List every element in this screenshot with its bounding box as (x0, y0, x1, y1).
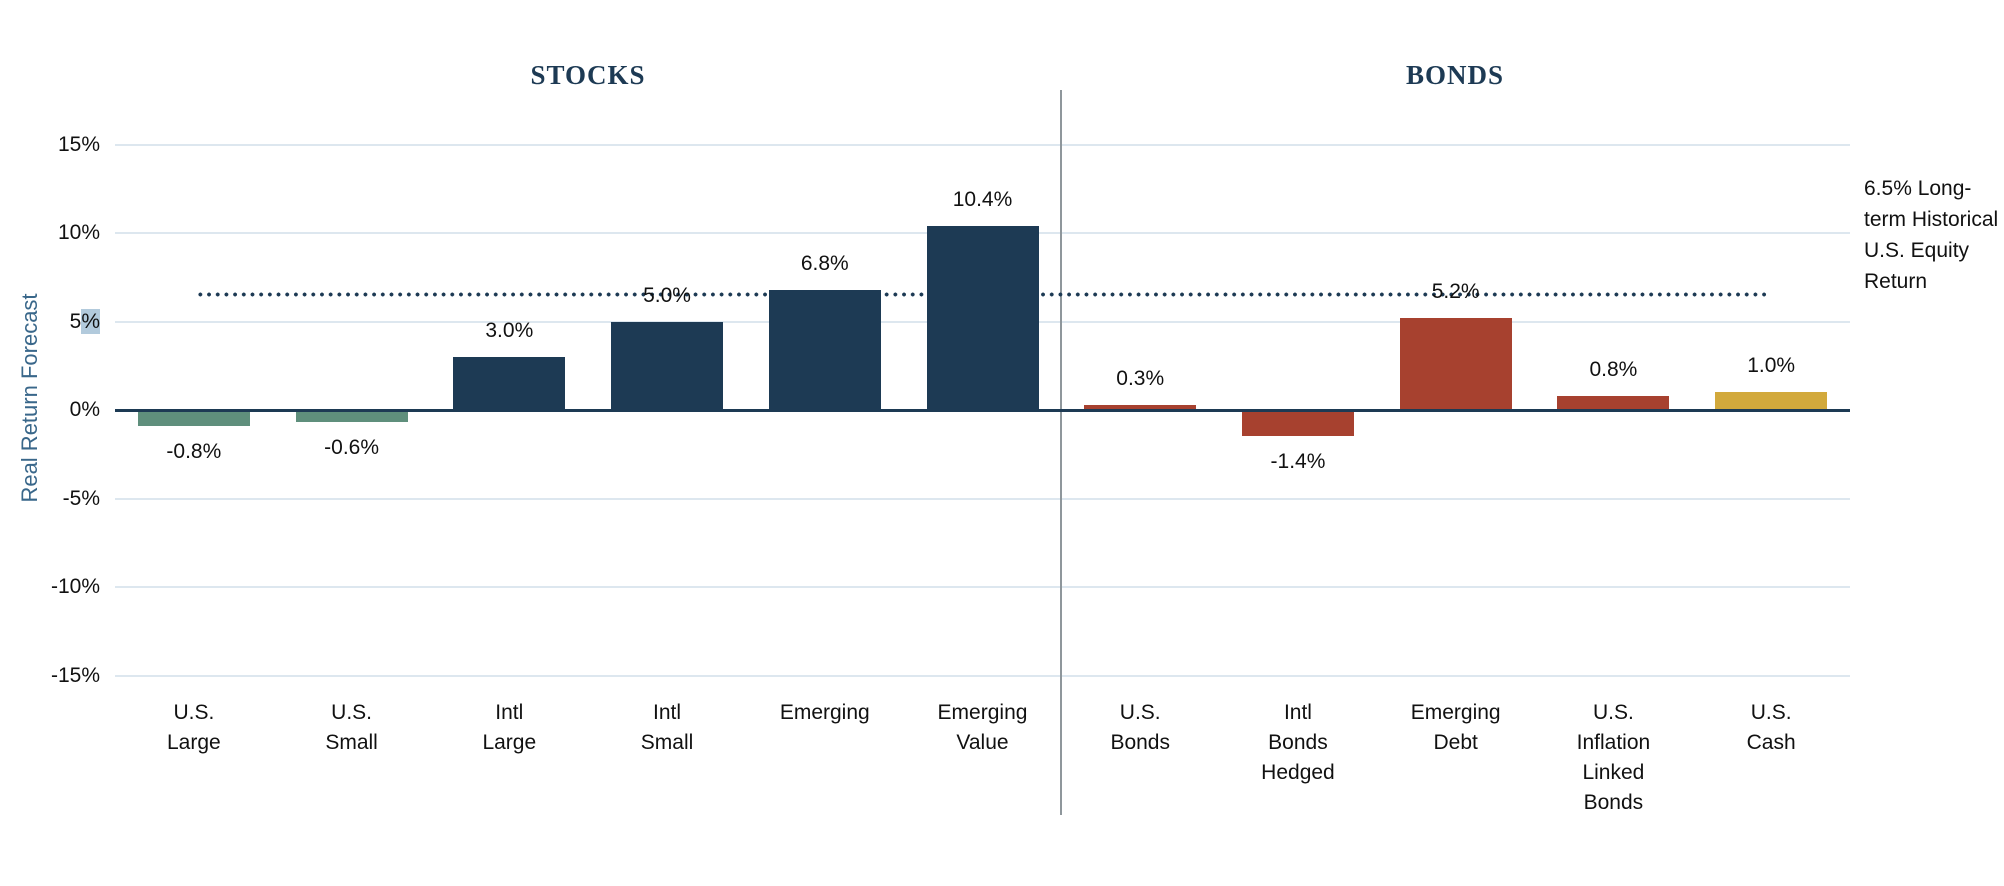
category-label: U.S. Small (325, 701, 378, 754)
reference-line-annotation: 6.5% Long-term Historical U.S. Equity Re… (1864, 177, 1999, 293)
bar (1399, 317, 1512, 410)
category-label: Emerging (779, 701, 870, 724)
bar-value-label: 0.3% (1116, 366, 1165, 390)
category-label: U.S. Cash (1746, 701, 1796, 754)
category-label: Emerging Debt (1410, 701, 1501, 754)
bar (1084, 404, 1197, 410)
bar (1715, 392, 1828, 410)
category-label: Intl Small (640, 701, 694, 754)
category-label: Emerging Value (937, 701, 1028, 754)
y-gridline (115, 143, 1850, 146)
bar-value-label: 10.4% (952, 187, 1013, 211)
y-tick-label: -5% (62, 486, 100, 510)
bar (137, 411, 250, 426)
bar-value-label: -1.4% (1270, 450, 1326, 474)
y-gridline (115, 674, 1850, 677)
highlighted-tick-text: % (81, 308, 100, 334)
bar (768, 289, 881, 410)
bar (453, 356, 566, 410)
bar-value-label: -0.8% (166, 439, 222, 463)
bar (1241, 411, 1354, 437)
bar-value-label: 5.2% (1431, 279, 1480, 303)
category-label: U.S. Bonds (1110, 701, 1170, 754)
category-label: Intl Bonds Hedged (1261, 701, 1335, 784)
category-label: U.S. Inflation Linked Bonds (1576, 701, 1651, 814)
y-gridline (115, 497, 1850, 500)
bar (611, 321, 724, 410)
y-gridline (115, 586, 1850, 588)
bar (926, 225, 1039, 410)
zero-axis-line (115, 409, 1850, 412)
bar (295, 411, 408, 423)
y-tick-label: 15% (57, 132, 100, 156)
bar-value-label: 3.0% (485, 318, 534, 342)
bar-value-label: 1.0% (1747, 354, 1796, 378)
category-label: U.S. Large (167, 701, 221, 754)
bar-value-label: -0.6% (324, 436, 379, 460)
y-tick-label: 10% (57, 221, 100, 244)
bar-value-label: 5.0% (643, 283, 691, 307)
y-tick-label: -10% (50, 575, 100, 598)
y-tick-label: 0% (69, 398, 100, 421)
bar (1557, 395, 1670, 410)
section-title-bonds: BONDS (1405, 60, 1505, 90)
bar-value-label: 6.8% (800, 251, 849, 275)
section-title-stocks: STOCKS (530, 60, 646, 90)
y-tick-label: 5% (69, 308, 100, 334)
bar-value-label: 0.8% (1589, 357, 1638, 381)
section-divider (1060, 90, 1063, 815)
category-label: Intl Large (482, 701, 537, 754)
y-tick-label: -15% (50, 663, 100, 687)
